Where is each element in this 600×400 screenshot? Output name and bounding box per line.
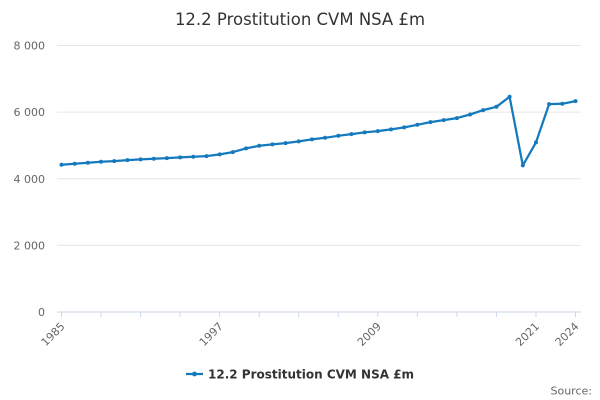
data-point[interactable] — [336, 133, 341, 138]
data-point[interactable] — [270, 142, 275, 147]
y-axis-tick-label: 2 000 — [14, 239, 46, 252]
y-axis-tick-label: 0 — [38, 306, 45, 319]
data-point[interactable] — [454, 116, 459, 121]
data-point[interactable] — [217, 152, 222, 157]
data-point[interactable] — [257, 143, 262, 148]
y-axis-tick-label: 8 000 — [14, 40, 46, 53]
data-point[interactable] — [138, 157, 143, 162]
legend[interactable]: 12.2 Prostitution CVM NSA £m — [186, 368, 414, 382]
data-point[interactable] — [204, 154, 209, 159]
data-point[interactable] — [349, 132, 354, 137]
data-point[interactable] — [547, 102, 552, 107]
data-point[interactable] — [389, 127, 393, 132]
x-axis-tick-label: 1985 — [39, 320, 68, 349]
x-axis-labels: 1985 1997 2009 2021 2024 — [39, 320, 582, 349]
data-series-line[interactable] — [60, 95, 577, 167]
data-point[interactable] — [402, 125, 407, 130]
legend-line-marker-icon — [186, 371, 203, 377]
data-point[interactable] — [230, 150, 235, 155]
x-axis — [57, 311, 581, 317]
data-point[interactable] — [178, 155, 183, 160]
data-point[interactable] — [283, 141, 288, 146]
data-point[interactable] — [59, 162, 64, 167]
x-axis-tick-label: 2024 — [553, 320, 582, 349]
data-point[interactable] — [164, 156, 169, 161]
data-point[interactable] — [72, 161, 77, 166]
data-point[interactable] — [507, 94, 512, 99]
source-label: Source: — [551, 385, 593, 398]
data-series[interactable] — [59, 94, 578, 168]
data-point[interactable] — [520, 163, 525, 168]
data-point[interactable] — [468, 112, 473, 117]
legend-label: 12.2 Prostitution CVM NSA £m — [208, 368, 414, 382]
x-axis-tick-label: 2021 — [513, 320, 542, 349]
data-point[interactable] — [99, 159, 103, 164]
data-point[interactable] — [428, 120, 433, 125]
data-point[interactable] — [296, 139, 301, 144]
data-point[interactable] — [441, 118, 446, 123]
data-point[interactable] — [573, 99, 578, 104]
data-point[interactable] — [415, 122, 420, 127]
x-axis-tick-label: 2009 — [355, 320, 384, 349]
data-point[interactable] — [534, 140, 538, 145]
data-point[interactable] — [309, 137, 314, 142]
data-point[interactable] — [560, 101, 565, 106]
data-point[interactable] — [112, 159, 117, 164]
data-point[interactable] — [85, 160, 90, 165]
data-point[interactable] — [125, 158, 130, 163]
data-point[interactable] — [494, 104, 499, 109]
data-point[interactable] — [362, 130, 367, 135]
data-point[interactable] — [375, 129, 380, 134]
data-point[interactable] — [191, 154, 196, 159]
y-axis-tick-label: 4 000 — [14, 173, 46, 186]
y-axis-tick-label: 6 000 — [14, 106, 46, 119]
data-point[interactable] — [151, 156, 156, 161]
x-axis-tick-label: 1997 — [197, 320, 226, 349]
y-gridlines — [57, 45, 581, 246]
chart-title: 12.2 Prostitution CVM NSA £m — [175, 10, 425, 29]
data-point[interactable] — [244, 146, 248, 151]
data-point[interactable] — [481, 108, 486, 113]
y-axis-labels: 0 2 000 4 000 6 000 8 000 — [14, 40, 46, 320]
data-point[interactable] — [323, 135, 328, 140]
